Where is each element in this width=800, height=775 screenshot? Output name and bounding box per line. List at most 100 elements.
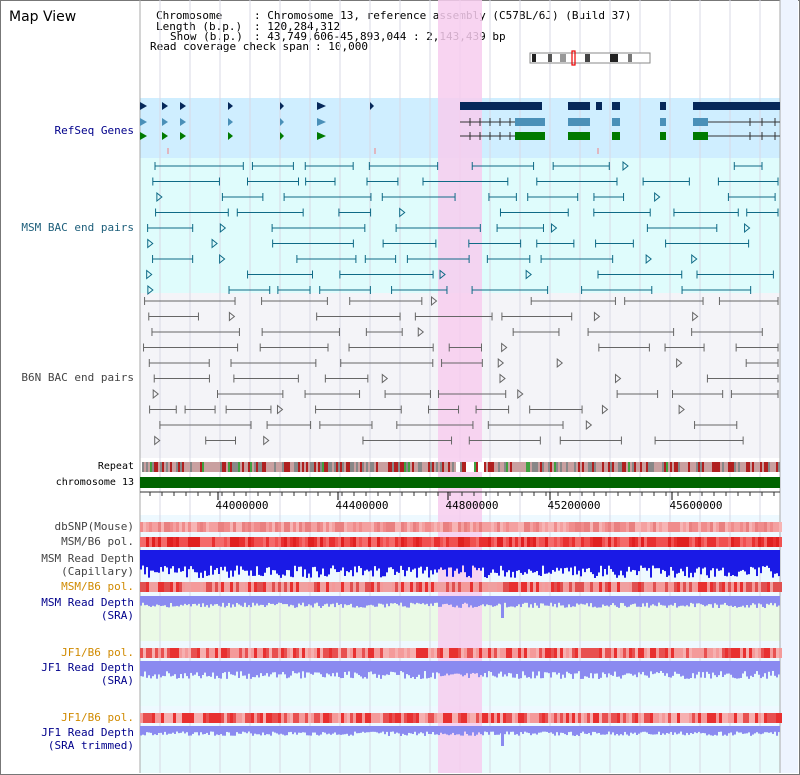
track-label-jf1-b6-pol-2[interactable]: JF1/B6 pol.	[61, 711, 134, 724]
gene-block[interactable]	[612, 102, 620, 110]
msm-bac-arrow[interactable]	[744, 222, 751, 234]
track-label-jf1-b6-pol[interactable]: JF1/B6 pol.	[61, 646, 134, 659]
gene-block[interactable]	[612, 132, 620, 140]
track-label-repeat[interactable]: Repeat	[97, 461, 134, 472]
gene-block[interactable]	[568, 102, 590, 110]
b6n-bac-arrow[interactable]	[692, 311, 699, 322]
gene-arrow[interactable]	[180, 102, 186, 110]
gene-arrow[interactable]	[280, 132, 284, 140]
msm-bac-arrow[interactable]	[211, 238, 218, 249]
jf1-depth-bar	[334, 661, 336, 677]
gene-block[interactable]	[568, 118, 590, 126]
gene-arrow[interactable]	[228, 118, 233, 126]
gene-block[interactable]	[693, 118, 708, 126]
track-label-msm-b6-pol-2[interactable]: MSM/B6 pol.	[61, 580, 134, 593]
track-label-jf1-depth-1[interactable]: JF1 Read Depth	[41, 661, 134, 674]
gene-arrow[interactable]	[162, 132, 168, 140]
track-label-refseq[interactable]: RefSeq Genes	[54, 124, 134, 137]
gene-block[interactable]	[660, 132, 666, 140]
gene-block[interactable]	[660, 102, 666, 110]
track-label-jf1-trim-1[interactable]: JF1 Read Depth	[41, 726, 134, 739]
track-label-msm-bac[interactable]: MSM BAC end pairs	[21, 221, 134, 234]
gene-arrow[interactable]	[228, 132, 233, 140]
b6n-bac-arrow[interactable]	[676, 357, 683, 369]
heatmap-tracks[interactable]	[140, 522, 782, 723]
b6n-bac-arrow[interactable]	[417, 326, 425, 338]
gene-arrow[interactable]	[140, 132, 147, 140]
b6n-bac-arrow[interactable]	[228, 311, 236, 322]
msm-bac-arrow[interactable]	[550, 222, 558, 234]
b6n-bac-arrow[interactable]	[276, 404, 284, 415]
repeat-track[interactable]	[142, 462, 780, 472]
chromosome-ideogram[interactable]	[529, 50, 651, 66]
gene-arrow[interactable]	[180, 118, 186, 126]
msm-bac-arrow[interactable]	[691, 253, 698, 265]
gene-arrow[interactable]	[317, 132, 326, 140]
b6n-bac-arrow[interactable]	[601, 404, 609, 415]
msm-bac-arrow[interactable]	[146, 269, 153, 280]
jf1-depth-bar	[176, 661, 178, 679]
gene-block[interactable]	[515, 132, 545, 140]
track-label-b6n-bac[interactable]: B6N BAC end pairs	[21, 371, 134, 384]
msm-bac-arrow[interactable]	[439, 269, 446, 280]
gene-block[interactable]	[515, 118, 545, 126]
gene-arrow[interactable]	[280, 102, 284, 110]
gene-arrow[interactable]	[162, 102, 168, 110]
gene-block[interactable]	[568, 132, 590, 140]
gene-block[interactable]	[596, 102, 602, 110]
msm-bac-arrow[interactable]	[525, 269, 532, 280]
b6n-bac-arrow[interactable]	[381, 373, 389, 384]
msm-bac-arrow[interactable]	[156, 191, 163, 203]
gene-arrow[interactable]	[317, 118, 326, 126]
b6n-bac-arrow[interactable]	[154, 435, 161, 446]
b6n-bac-arrow[interactable]	[263, 435, 270, 446]
repeat-segment	[356, 462, 358, 472]
repeat-segment	[494, 462, 496, 472]
gene-block[interactable]	[612, 118, 620, 126]
b6n-bac-arrow[interactable]	[497, 357, 505, 369]
b6n-bac-arrow[interactable]	[499, 373, 506, 384]
msm-bac-arrow[interactable]	[219, 222, 227, 234]
msm-bac-arrow[interactable]	[147, 284, 154, 296]
gene-block[interactable]	[693, 102, 780, 110]
b6n-bac-arrow[interactable]	[678, 404, 685, 415]
track-label-msm-depth-cap-1[interactable]: MSM Read Depth	[41, 552, 134, 565]
jf1-trim-depth-bar	[652, 726, 654, 735]
gene-arrow[interactable]	[228, 102, 233, 110]
gene-arrow[interactable]	[140, 118, 147, 126]
track-label-msm-b6-pol[interactable]: MSM/B6 pol.	[61, 535, 134, 548]
b6n-bac-arrow[interactable]	[431, 295, 438, 307]
b6n-bac-arrow[interactable]	[585, 419, 593, 431]
b6n-bac-arrow[interactable]	[614, 373, 622, 384]
msm-bac-track[interactable]	[146, 160, 779, 296]
depth-tracks[interactable]	[140, 550, 780, 746]
b6n-bac-arrow[interactable]	[593, 311, 601, 322]
b6n-bac-track[interactable]	[143, 295, 779, 446]
b6n-bac-arrow[interactable]	[152, 388, 159, 400]
gene-block[interactable]	[460, 102, 542, 110]
msm-bac-arrow[interactable]	[645, 253, 652, 265]
b6n-bac-arrow[interactable]	[556, 357, 564, 369]
jf1-trim-depth-bar	[362, 726, 364, 732]
gene-arrow[interactable]	[140, 102, 147, 110]
msm-bac-arrow[interactable]	[654, 191, 661, 203]
msm-b6-pol-cell	[617, 537, 620, 547]
gene-arrow[interactable]	[180, 132, 186, 140]
gene-arrow[interactable]	[370, 102, 374, 110]
msm-bac-arrow[interactable]	[399, 207, 406, 218]
jf1-depth-bar	[466, 661, 468, 674]
track-label-msm-depth-sra-1[interactable]: MSM Read Depth	[41, 596, 134, 609]
gene-block[interactable]	[693, 132, 708, 140]
msm-bac-arrow[interactable]	[147, 238, 154, 249]
msm-bac-arrow[interactable]	[219, 253, 226, 265]
msm-bac-arrow[interactable]	[622, 160, 629, 172]
gene-arrow[interactable]	[317, 102, 326, 110]
gene-block[interactable]	[660, 118, 666, 126]
b6n-bac-arrow[interactable]	[501, 342, 508, 353]
refseq-genes-track[interactable]	[140, 102, 780, 154]
gene-arrow[interactable]	[280, 118, 284, 126]
gene-arrow[interactable]	[162, 118, 168, 126]
track-label-dbsnp[interactable]: dbSNP(Mouse)	[54, 520, 134, 533]
b6n-bac-arrow[interactable]	[517, 388, 524, 400]
